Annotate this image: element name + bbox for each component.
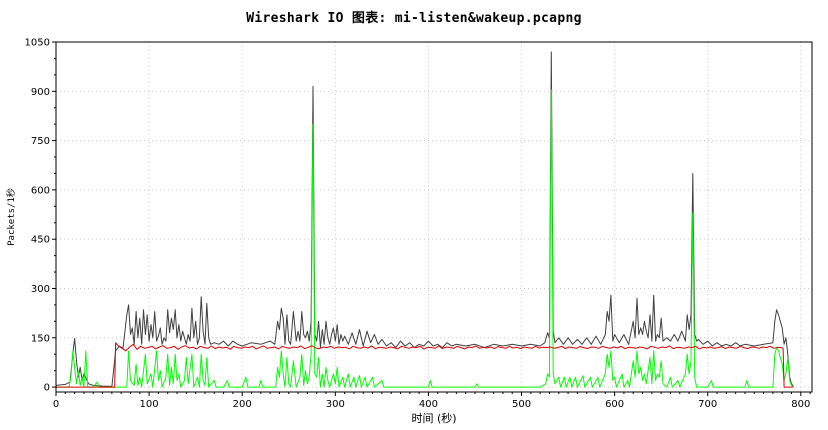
plot-frame	[55, 41, 813, 393]
tick-layer: 0 150 300 450 600 750 900 1050 0 100 200 300 400 500 6…	[25, 38, 811, 410]
x-tick-label: 600	[605, 399, 624, 410]
x-tick-label: 300	[326, 399, 345, 410]
y-tick-label: 1050	[25, 38, 50, 49]
y-tick-label: 0	[44, 383, 50, 394]
y-tick-label: 900	[31, 87, 50, 98]
x-axis-title: 时间 (秒)	[411, 411, 456, 425]
y-tick-label: 600	[31, 185, 50, 196]
y-axis-title: Packets/1秒	[5, 188, 17, 246]
x-tick-label: 0	[53, 399, 59, 410]
y-tick-label: 300	[31, 284, 50, 295]
x-tick-label: 400	[419, 399, 438, 410]
series-line-3	[56, 342, 794, 388]
chart-title: Wireshark IO 图表: mi-listen&wakeup.pcapng	[246, 11, 582, 26]
y-tick-label: 750	[31, 136, 50, 147]
series-line-1	[55, 51, 794, 387]
x-tick-label: 200	[233, 399, 252, 410]
x-tick-label: 700	[698, 399, 717, 410]
x-tick-label: 800	[791, 399, 810, 410]
series-line-2	[56, 89, 794, 388]
y-tick-label: 450	[31, 235, 50, 246]
y-tick-label: 150	[31, 333, 50, 344]
x-tick-label: 500	[512, 399, 531, 410]
series-layer	[55, 51, 794, 388]
x-tick-label: 100	[140, 399, 159, 410]
